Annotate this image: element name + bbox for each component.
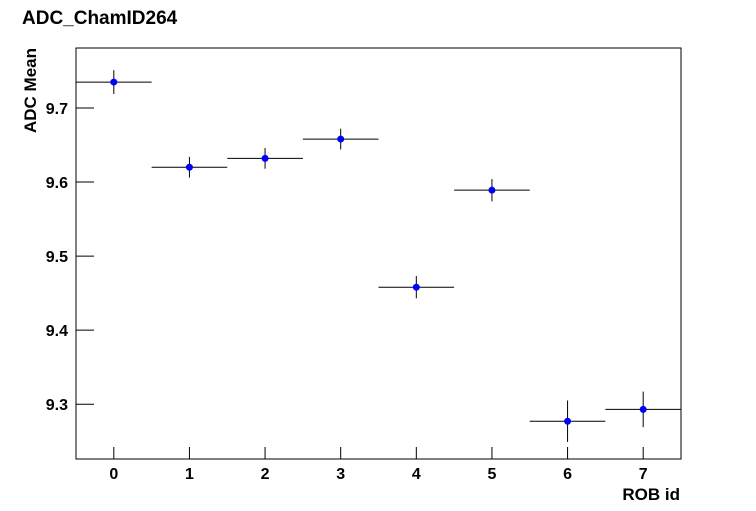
x-tick-label: 7 (639, 466, 648, 483)
y-tick-label: 9.5 (46, 249, 68, 266)
data-point (639, 405, 647, 413)
x-tick-label: 5 (487, 466, 496, 483)
x-tick-label: 6 (563, 466, 572, 483)
data-point (185, 163, 193, 171)
x-tick-label: 2 (261, 466, 270, 483)
data-point (488, 186, 496, 194)
x-tick-label: 4 (412, 466, 421, 483)
x-tick-label: 3 (336, 466, 345, 483)
data-point (337, 135, 345, 143)
y-tick-label: 9.4 (46, 323, 68, 340)
x-tick-label: 0 (109, 466, 118, 483)
y-tick-label: 9.7 (46, 101, 68, 118)
data-point (261, 154, 269, 162)
data-point (412, 283, 420, 291)
data-point (564, 417, 572, 425)
y-tick-label: 9.6 (46, 175, 68, 192)
chart-title: ADC_ChamID264 (22, 8, 178, 29)
x-axis-label: ROB id (622, 485, 680, 504)
plot-frame (75, 47, 682, 460)
y-axis-label: ADC Mean (21, 48, 40, 133)
x-tick-label: 1 (185, 466, 194, 483)
data-point (110, 78, 118, 86)
y-tick-label: 9.3 (46, 397, 68, 414)
